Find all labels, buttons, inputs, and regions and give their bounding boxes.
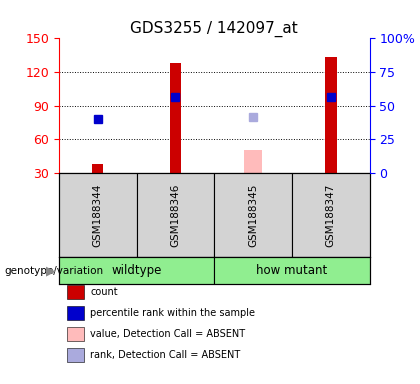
Text: value, Detection Call = ABSENT: value, Detection Call = ABSENT (90, 329, 245, 339)
Bar (136, 173, 214, 257)
Text: percentile rank within the sample: percentile rank within the sample (90, 308, 255, 318)
Text: genotype/variation: genotype/variation (4, 266, 103, 276)
Bar (325, 58, 336, 173)
Text: GSM188344: GSM188344 (93, 183, 102, 247)
Text: GSM188347: GSM188347 (326, 183, 336, 247)
Text: ▶: ▶ (46, 264, 55, 277)
Bar (214, 173, 292, 257)
Bar (170, 63, 181, 173)
Bar (59, 257, 214, 284)
Bar (92, 164, 103, 173)
Text: wildtype: wildtype (111, 264, 162, 277)
Text: how mutant: how mutant (256, 264, 328, 277)
Text: rank, Detection Call = ABSENT: rank, Detection Call = ABSENT (90, 350, 241, 360)
Text: GSM188345: GSM188345 (248, 183, 258, 247)
Bar (244, 151, 262, 173)
Text: GSM188346: GSM188346 (171, 183, 180, 247)
Text: count: count (90, 287, 118, 297)
Bar (59, 173, 136, 257)
Bar (214, 257, 370, 284)
Title: GDS3255 / 142097_at: GDS3255 / 142097_at (130, 21, 298, 37)
Bar (292, 173, 370, 257)
